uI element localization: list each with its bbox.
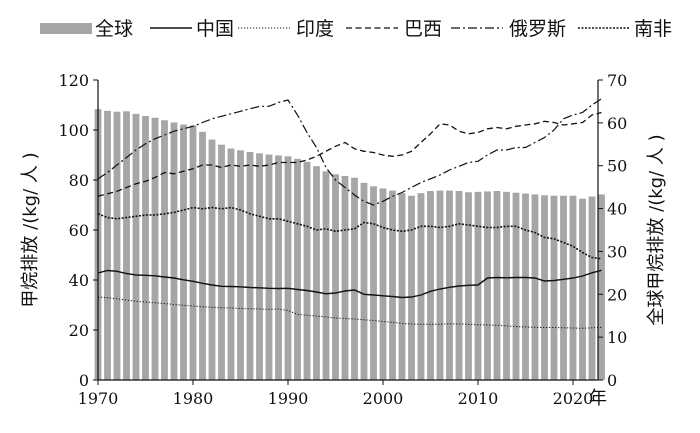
bar-global-2021 <box>579 198 586 380</box>
left-tick-label: 20 <box>69 321 89 340</box>
x-tick-label: 1980 <box>173 389 214 408</box>
bar-global-1977 <box>161 120 168 381</box>
country-lines <box>97 98 602 329</box>
bar-global-1985 <box>237 150 244 380</box>
bar-global-1990 <box>284 156 292 380</box>
left-tick-label: 100 <box>58 121 89 140</box>
series-line-1 <box>97 269 602 299</box>
bar-global-1979 <box>180 124 187 380</box>
x-tick-label: 2020 <box>553 389 594 408</box>
bar-global-1992 <box>303 161 311 380</box>
left-tick-label: 0 <box>79 371 89 390</box>
bar-global-2016 <box>531 194 539 380</box>
bar-global-2001 <box>389 190 396 380</box>
bar-global-2004 <box>417 193 425 380</box>
legend-swatch-global <box>40 23 92 34</box>
bar-global-2005 <box>427 191 434 380</box>
series-line-2 <box>97 296 602 329</box>
right-tick-label: 60 <box>607 114 627 133</box>
bar-global-1980 <box>189 125 197 380</box>
legend-label-global: 全球 <box>95 18 133 40</box>
bar-global-2011 <box>484 191 491 380</box>
bar-global-1983 <box>218 144 225 380</box>
x-tick-label: 2010 <box>458 389 499 408</box>
bar-global-2002 <box>398 193 406 380</box>
x-tick-label: 1990 <box>268 389 309 408</box>
x-tick-label: 2000 <box>363 389 404 408</box>
bar-global-2012 <box>493 191 501 380</box>
left-axis-title: 甲烷排放 /(kg/ 人 ) <box>20 152 41 307</box>
bar-global-2018 <box>550 195 558 380</box>
bar-global-1994 <box>322 171 330 380</box>
bar-global-2000 <box>379 188 387 380</box>
bar-global-2007 <box>446 190 453 380</box>
right-tick-label: 10 <box>607 328 627 347</box>
series-line-3 <box>97 111 602 197</box>
left-tick-label: 120 <box>58 71 89 90</box>
bar-global-1989 <box>275 155 282 380</box>
bar-global-2013 <box>503 191 510 380</box>
bar-global-1998 <box>360 182 368 380</box>
bar-global-1974 <box>132 113 140 380</box>
bar-global-2017 <box>541 195 548 380</box>
bar-global-1997 <box>351 177 358 380</box>
bar-global-2015 <box>522 193 529 380</box>
bar-global-1984 <box>227 148 235 380</box>
bar-global-2022 <box>588 196 596 380</box>
legend: 全球 中国 印度 巴西 俄罗斯 南非 <box>40 18 672 40</box>
right-tick-label: 0 <box>607 371 617 390</box>
bar-global-1993 <box>313 166 320 380</box>
bar-global-2010 <box>474 191 482 380</box>
right-tick-label: 30 <box>607 242 627 261</box>
bar-global-1981 <box>199 131 206 380</box>
legend-label-5: 南非 <box>634 18 672 40</box>
series-line-4 <box>97 98 602 206</box>
legend-label-1: 中国 <box>196 18 234 40</box>
right-tick-label: 40 <box>607 200 627 219</box>
bar-global-1988 <box>265 154 273 380</box>
bar-global-2019 <box>560 195 567 380</box>
bar-global-1976 <box>151 117 159 380</box>
bar-global-2006 <box>436 190 444 380</box>
left-tick-label: 40 <box>69 271 89 290</box>
series-line-5 <box>97 206 602 260</box>
bar-global-1971 <box>104 110 111 380</box>
legend-label-3: 巴西 <box>404 18 442 40</box>
bar-global-2009 <box>465 192 472 380</box>
bar-global-1986 <box>246 152 254 380</box>
bar-global-1975 <box>142 116 149 380</box>
legend-label-2: 印度 <box>296 18 334 40</box>
right-tick-label: 70 <box>607 71 627 90</box>
bar-global-1978 <box>170 122 178 380</box>
bar-global-1973 <box>123 111 130 381</box>
bar-global-2003 <box>408 195 415 380</box>
right-tick-label: 50 <box>607 157 627 176</box>
bar-global-1996 <box>341 176 349 380</box>
bar-global-1982 <box>208 139 216 380</box>
x-tick-label: 1970 <box>78 389 119 408</box>
legend-label-4: 俄罗斯 <box>509 18 566 40</box>
bar-global-1995 <box>332 174 339 380</box>
bar-global-1999 <box>370 186 377 380</box>
global-bars <box>94 109 605 381</box>
bar-global-1987 <box>256 153 263 380</box>
bar-global-2020 <box>569 195 577 380</box>
bar-global-2014 <box>512 192 520 380</box>
bar-global-1991 <box>294 158 301 380</box>
x-axis-title: 年 <box>589 388 607 409</box>
right-axis-title: 全球甲烷排放 /(kg/ 人 ) <box>646 134 667 325</box>
bar-global-1972 <box>113 111 121 380</box>
left-tick-label: 80 <box>69 171 89 190</box>
axes: 0 20 40 60 80 100 120 0 10 20 30 40 50 60 70 1970 1980 19… <box>20 71 667 409</box>
right-tick-label: 20 <box>607 285 627 304</box>
left-tick-label: 60 <box>69 221 89 240</box>
bar-global-2023 <box>598 194 605 380</box>
